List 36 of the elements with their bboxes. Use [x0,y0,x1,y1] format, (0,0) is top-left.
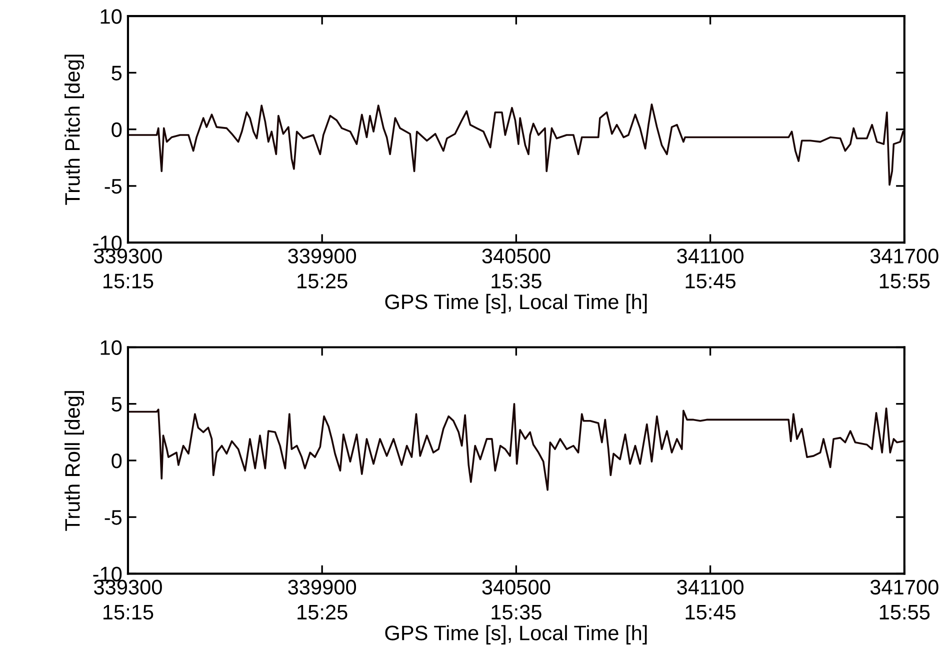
x-tick-label: 341700 [870,248,938,264]
y-tick-label: 0 [112,122,122,138]
x2-tick-label: 15:35 [492,604,542,620]
y-axis-title: Truth Pitch [deg] [64,54,84,205]
y-tick-label: 10 [100,9,122,24]
x2-tick-label: 15:35 [492,274,542,288]
x2-tick-label: 15:15 [104,605,154,620]
x2-tick-label: 15:45 [686,605,736,620]
y-tick-label: -5 [104,510,122,525]
x-tick-label: 339900 [288,248,356,264]
x2-tick-label: 15:15 [104,274,154,288]
y-tick-label: 0 [112,453,122,468]
x-tick-label: 339300 [94,580,162,595]
y-tick-label: 5 [112,66,122,80]
y-tick-label: 10 [100,340,122,355]
x2-tick-label: 15:45 [686,274,736,288]
x2-tick-label: 15:25 [298,604,348,620]
x2-tick-label: 15:55 [880,274,930,288]
x-tick-label: 340500 [482,248,550,264]
line-series [128,104,904,186]
x-tick-label: 341100 [677,580,744,595]
y-axis-title: Truth Roll [deg] [64,391,84,531]
x-tick-label: 340500 [482,580,550,595]
y-tick-label: 5 [112,397,122,412]
x-tick-label: 341700 [870,580,938,595]
x2-tick-label: 15:55 [880,605,930,620]
x-tick-label: 339300 [94,248,162,264]
y-tick-label: -5 [104,179,122,194]
x-tick-label: 341100 [677,248,744,264]
y-tick-label: -10 [93,236,122,250]
x2-tick-label: 15:25 [298,274,348,288]
x-axis-title: GPS Time [s], Local Time [h] [385,625,647,644]
line-series [128,402,904,491]
x-tick-label: 339900 [288,580,356,595]
y-tick-label: -10 [93,566,122,582]
x-axis-title: GPS Time [s], Local Time [h] [385,294,647,314]
